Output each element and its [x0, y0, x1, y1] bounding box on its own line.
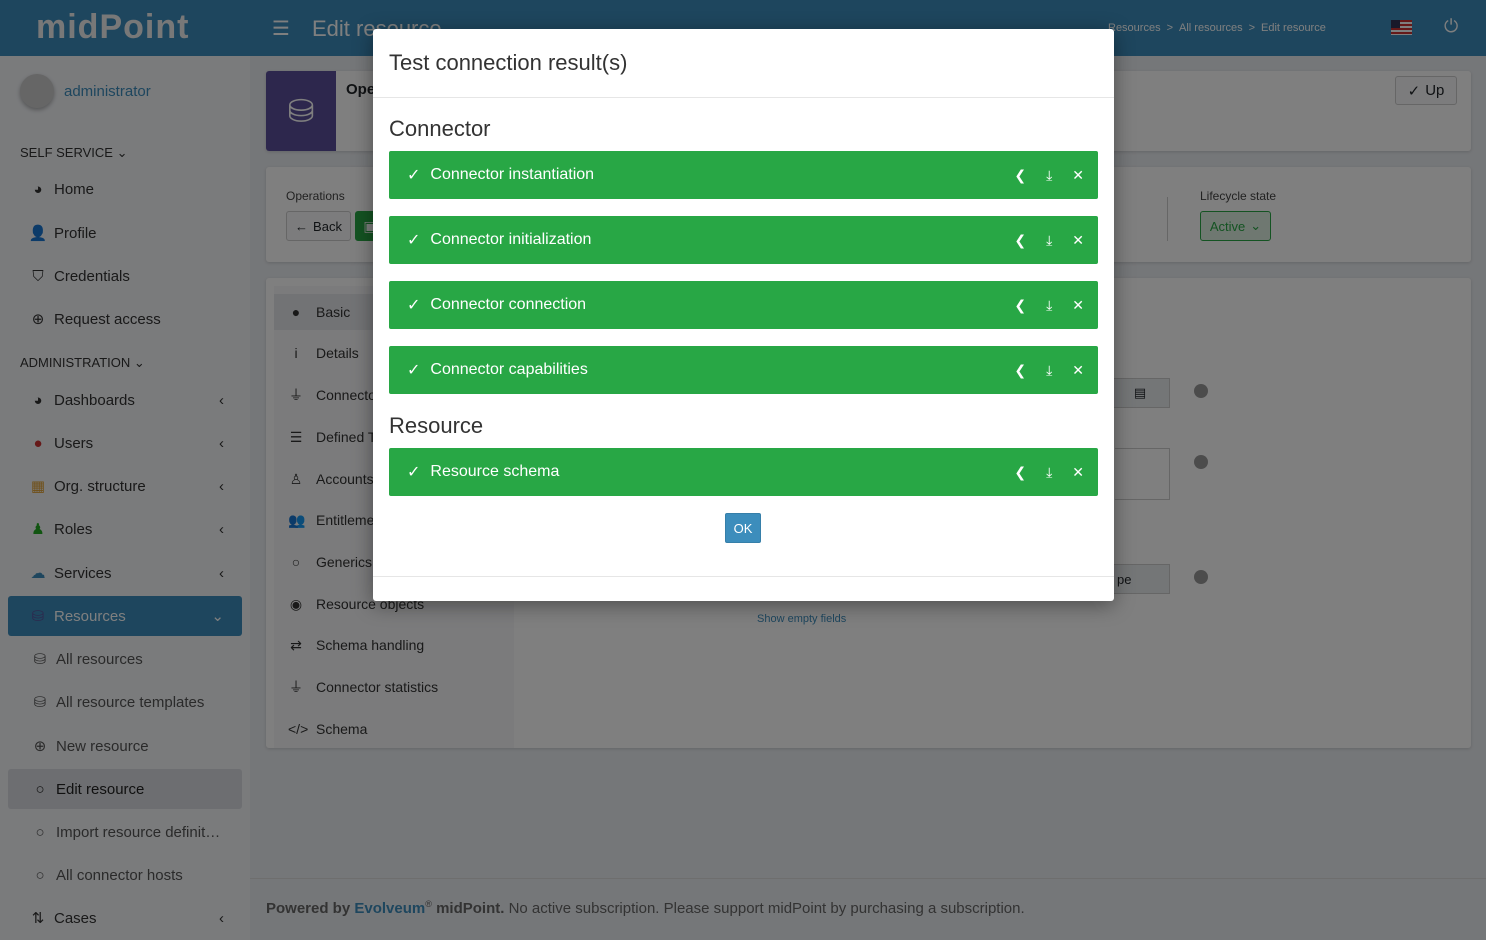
close-icon[interactable]: ✕	[1072, 463, 1084, 480]
test-connection-dialog: Test connection result(s) Connector Reso…	[373, 29, 1114, 601]
result-label: Connector connection	[430, 296, 587, 313]
chevron-left-icon[interactable]: ❮	[1014, 166, 1027, 183]
result-label: Connector capabilities	[430, 361, 588, 378]
download-icon[interactable]: ⤓	[1046, 463, 1053, 480]
close-icon[interactable]: ✕	[1072, 231, 1084, 248]
close-icon[interactable]: ✕	[1072, 361, 1084, 378]
check-icon: ✓	[407, 362, 421, 379]
result-connector-instantiation[interactable]: ✓ Connector instantiation ❮ ⤓ ✕	[389, 151, 1098, 199]
chevron-left-icon[interactable]: ❮	[1014, 463, 1027, 480]
download-icon[interactable]: ⤓	[1046, 166, 1053, 183]
chevron-left-icon[interactable]: ❮	[1014, 296, 1027, 313]
result-connector-connection[interactable]: ✓ Connector connection ❮ ⤓ ✕	[389, 281, 1098, 329]
divider	[373, 576, 1114, 577]
result-label: Connector initialization	[430, 231, 592, 248]
check-icon: ✓	[407, 464, 421, 481]
check-icon: ✓	[407, 232, 421, 249]
download-icon[interactable]: ⤓	[1046, 296, 1053, 313]
check-icon: ✓	[407, 167, 421, 184]
divider	[373, 97, 1114, 98]
dialog-title: Test connection result(s)	[389, 50, 628, 75]
result-connector-capabilities[interactable]: ✓ Connector capabilities ❮ ⤓ ✕	[389, 346, 1098, 394]
check-icon: ✓	[407, 297, 421, 314]
result-label: Connector instantiation	[430, 166, 595, 183]
result-connector-initialization[interactable]: ✓ Connector initialization ❮ ⤓ ✕	[389, 216, 1098, 264]
download-icon[interactable]: ⤓	[1046, 361, 1053, 378]
result-label: Resource schema	[430, 463, 560, 480]
close-icon[interactable]: ✕	[1072, 166, 1084, 183]
chevron-left-icon[interactable]: ❮	[1014, 361, 1027, 378]
chevron-left-icon[interactable]: ❮	[1014, 231, 1027, 248]
result-resource-schema[interactable]: ✓ Resource schema ❮ ⤓ ✕	[389, 448, 1098, 496]
connector-heading: Connector	[389, 116, 491, 141]
close-icon[interactable]: ✕	[1072, 296, 1084, 313]
resource-heading: Resource	[389, 413, 484, 438]
ok-button[interactable]: OK	[725, 513, 761, 543]
download-icon[interactable]: ⤓	[1046, 231, 1053, 248]
